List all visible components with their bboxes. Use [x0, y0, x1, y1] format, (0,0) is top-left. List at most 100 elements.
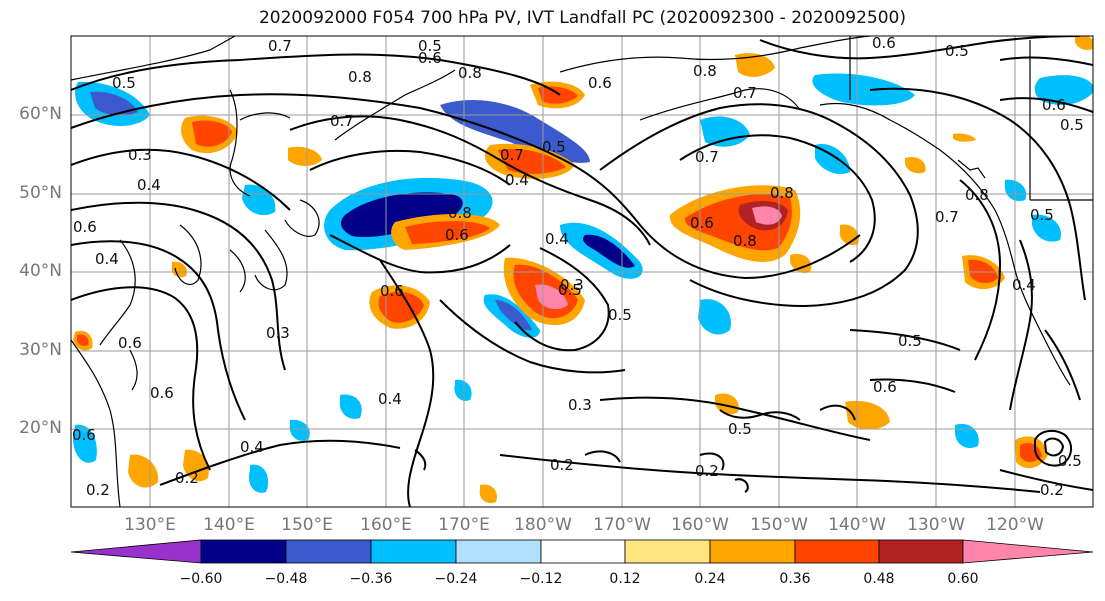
contour-label: 0.6: [380, 282, 404, 300]
contour-label: 0.8: [348, 68, 372, 86]
contour-label: 0.7: [695, 148, 719, 166]
lon-label: 140°W: [828, 515, 886, 535]
contour-labels: 0.7 0.5 0.6 0.8 0.5 0.8 0.6 0.8 0.7 0.6 …: [72, 34, 1084, 499]
contour-label: 0.6: [72, 426, 96, 444]
contour-label: 0.2: [695, 462, 719, 480]
contour-label: 0.8: [770, 184, 794, 202]
colorbar-segment: [624, 539, 711, 564]
contour-label: 0.7: [330, 112, 354, 130]
lon-label: 170°W: [593, 515, 651, 535]
pv-negative-region: [90, 91, 138, 116]
pv-negative-region: [289, 419, 310, 441]
colorbar-segment: [962, 539, 1094, 564]
colorbar-tick: 0.12: [609, 571, 641, 587]
coastlines: [71, 36, 1093, 507]
colorbar-segment: [370, 539, 457, 564]
lat-label: 40°N: [19, 261, 62, 281]
colorbar-tick: −0.12: [519, 571, 563, 587]
contour-label: 0.6: [588, 74, 612, 92]
contour-label: 0.5: [898, 332, 922, 350]
contour-label: 0.6: [690, 214, 714, 232]
lon-label: 150°E: [281, 515, 333, 535]
contour-label: 0.4: [378, 390, 402, 408]
pv-negative-region: [812, 73, 915, 106]
colorbar-segment: [878, 539, 964, 564]
pv-positive-region: [968, 259, 998, 284]
contour-label: 0.8: [458, 64, 482, 82]
colorbar: [70, 539, 1094, 564]
pv-positive-region: [752, 206, 782, 225]
pv-positive-region: [288, 146, 322, 166]
pv-positive-region: [790, 253, 812, 274]
pv-positive-region: [479, 484, 498, 504]
lat-label: 60°N: [19, 104, 62, 124]
contour-label: 0.6: [73, 218, 97, 236]
contour-label: 0.6: [873, 378, 897, 396]
contour-label: 0.4: [240, 438, 264, 456]
map-panel: 0.7 0.5 0.6 0.8 0.5 0.8 0.6 0.8 0.7 0.6 …: [71, 34, 1093, 507]
lat-label: 30°N: [19, 340, 62, 360]
colorbar-tick: 0.24: [694, 571, 726, 587]
pv-positive-region: [192, 120, 232, 147]
contour-label: 0.7: [500, 146, 524, 164]
graticule: [71, 36, 1093, 507]
lon-label: 180°W: [514, 515, 572, 535]
colorbar-tick: −0.48: [264, 571, 308, 587]
colorbar-segment: [540, 539, 626, 564]
contour-label: 0.7: [733, 84, 757, 102]
pv-negative-region: [1034, 75, 1093, 105]
contour-label: 0.2: [175, 469, 199, 487]
pv-negative-region: [1032, 214, 1061, 242]
colorbar-segment: [285, 539, 372, 564]
contour-label: 0.5: [418, 37, 442, 55]
lon-label: 130°W: [907, 515, 965, 535]
contour-label: 0.2: [550, 456, 574, 474]
pv-positive-region: [405, 221, 490, 244]
contour-label: 0.5: [1058, 452, 1082, 470]
contour-label: 0.8: [448, 204, 472, 222]
pv-negative-region: [698, 299, 731, 335]
colorbar-segment: [200, 539, 287, 564]
lat-label: 50°N: [19, 183, 62, 203]
lon-label: 160°E: [360, 515, 412, 535]
contour-label: 0.2: [1040, 481, 1064, 499]
contour-label: 0.5: [608, 306, 632, 324]
contour-label: 0.5: [945, 42, 969, 60]
colorbar-tick: 0.36: [779, 571, 811, 587]
contour-label: 0.3: [266, 324, 290, 342]
contour-label: 0.3: [128, 146, 152, 164]
contour-label: 0.6: [418, 49, 442, 67]
colorbar-segment: [70, 539, 202, 564]
contour-label: 0.8: [733, 232, 757, 250]
pv-negative-region: [73, 424, 97, 463]
map-frame: [70, 35, 1094, 508]
contour-label: 0.8: [693, 62, 717, 80]
pv-negative-region: [339, 394, 362, 419]
contour-label: 0.6: [150, 384, 174, 402]
pv-positive-region: [735, 53, 775, 77]
pv-positive-region: [715, 393, 739, 415]
contour-label: 0.6: [872, 34, 896, 52]
contour-label: 0.7: [268, 37, 292, 55]
lon-label: 170°E: [438, 515, 490, 535]
contour-label: 0.4: [95, 250, 119, 268]
pv-positive-region: [1075, 36, 1093, 50]
contour-label: 0.8: [965, 186, 989, 204]
pv-negative-region: [955, 423, 979, 449]
colorbar-segment: [455, 539, 542, 564]
contour-label: 0.6: [445, 226, 469, 244]
pv-negative-region: [1004, 179, 1027, 202]
colorbar-segment: [794, 539, 880, 564]
lon-label: 140°E: [203, 515, 255, 535]
pv-positive-region: [171, 261, 188, 278]
pv-negative-region: [454, 379, 472, 401]
pv-positive-region: [1020, 443, 1042, 462]
lon-label: 160°W: [671, 515, 729, 535]
colorbar-tick: −0.36: [349, 571, 393, 587]
colorbar-tick: 0.48: [863, 571, 895, 587]
contour-label: 0.3: [568, 396, 592, 414]
contour-label: 0.4: [505, 171, 529, 189]
pv-shading: [73, 36, 1093, 504]
contour-label: 0.5: [1060, 116, 1084, 134]
